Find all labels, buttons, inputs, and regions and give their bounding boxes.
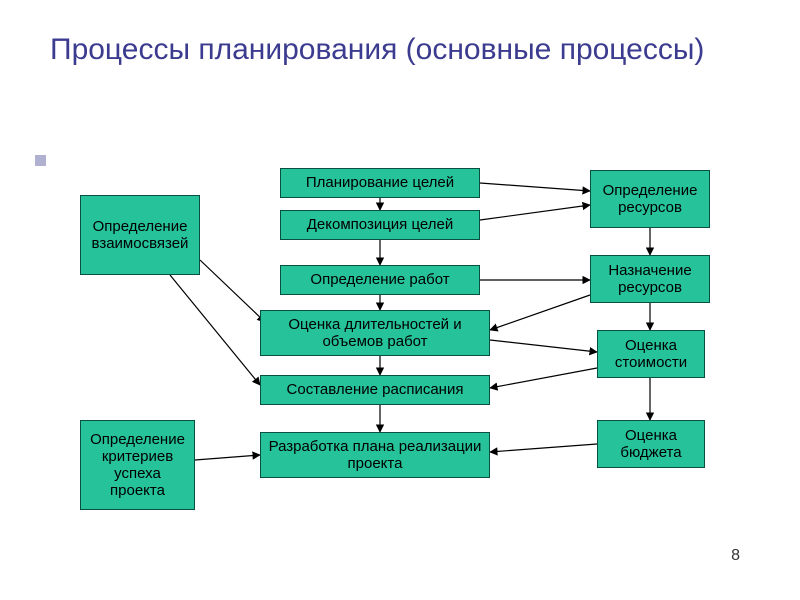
title-bullet xyxy=(35,155,46,166)
node-goals_decomp: Декомпозиция целей xyxy=(280,210,480,240)
page-number: 8 xyxy=(731,547,740,565)
node-duration_est: Оценка длительностей и объемов работ xyxy=(260,310,490,356)
node-res_def: Определение ресурсов xyxy=(590,170,710,228)
slide-title-area: Процессы планирования (основные процессы… xyxy=(50,30,750,69)
edge-cost_est-to-schedule xyxy=(490,368,597,388)
node-work_def: Определение работ xyxy=(280,265,480,295)
edge-rel_def-to-duration_est xyxy=(200,260,265,322)
node-criteria: Определение критериев успеха проекта xyxy=(80,420,195,510)
node-goals_planning: Планирование целей xyxy=(280,168,480,198)
edge-rel_def-to-schedule xyxy=(170,275,260,385)
edge-duration_est-to-cost_est xyxy=(490,340,597,352)
node-plan_dev: Разработка плана реализации проекта xyxy=(260,432,490,478)
slide-title: Процессы планирования (основные процессы… xyxy=(50,30,750,69)
node-res_assign: Назначение ресурсов xyxy=(590,255,710,303)
node-cost_est: Оценка стоимости xyxy=(597,330,705,378)
node-budget: Оценка бюджета xyxy=(597,420,705,468)
node-schedule: Составление расписания xyxy=(260,375,490,405)
edge-criteria-to-plan_dev xyxy=(195,455,260,460)
edge-goals_planning-to-res_def xyxy=(480,183,590,191)
edge-goals_decomp-to-res_def xyxy=(480,205,590,220)
node-rel_def: Определение взаимосвязей xyxy=(80,195,200,275)
edge-res_assign-to-duration_est xyxy=(490,295,590,330)
edge-budget-to-plan_dev xyxy=(490,444,597,452)
